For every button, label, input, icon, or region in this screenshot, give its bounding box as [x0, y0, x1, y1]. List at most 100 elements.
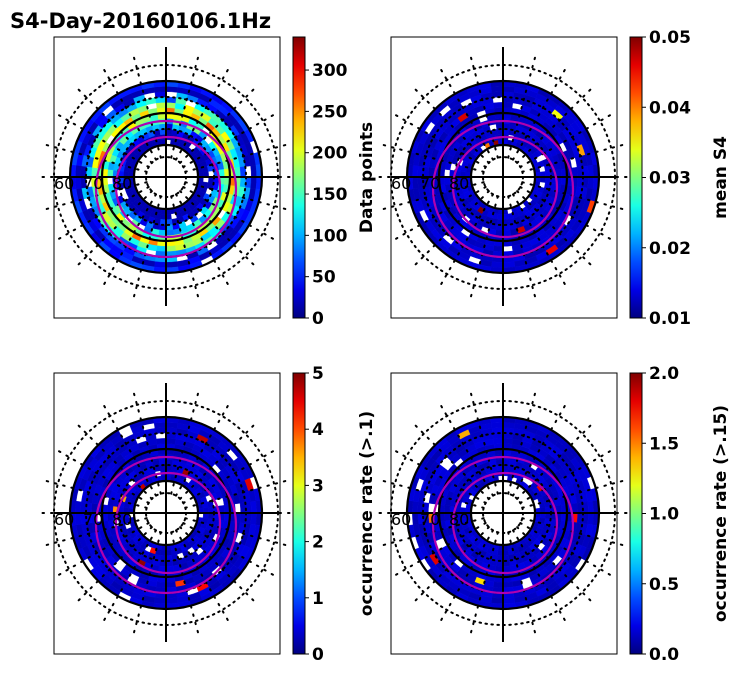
colorbar-tick-label: 0.05	[649, 28, 691, 48]
heatmap-cell	[490, 86, 504, 93]
heatmap-cell	[495, 565, 504, 572]
heatmap-cell	[412, 164, 419, 178]
heatmap-cell	[158, 565, 167, 572]
colorbar-tick-label: 2.0	[649, 364, 679, 384]
heatmap-cell	[502, 261, 516, 268]
colorbar-tick-label: 0.0	[649, 645, 679, 665]
heatmap-cell	[502, 86, 516, 93]
latitude-label: 60	[391, 174, 411, 193]
heatmap-cell	[502, 565, 511, 572]
colorbar-tick-label: 0.01	[649, 309, 691, 329]
figure-title: S4-Day-20160106.1Hz	[10, 9, 271, 33]
colorbar-label: mean S4	[711, 136, 731, 219]
heatmap-cell	[587, 164, 594, 178]
colorbar-tick-label: 4	[312, 420, 324, 440]
dotted-meridian	[437, 399, 494, 497]
dotted-meridian	[73, 84, 153, 164]
panel-occurrence-rate-015: 60 70 80 0.0 0.5 1.0 1.5 2.0 occurrence rate (>.…	[372, 364, 731, 665]
dotted-meridian	[131, 50, 162, 159]
heatmap-cell	[493, 438, 504, 445]
colorbar-tick-label: 5	[312, 364, 324, 384]
dotted-meridian	[512, 399, 569, 497]
colorbar-tick-label: 1.0	[649, 505, 679, 525]
dotted-meridian	[39, 181, 148, 212]
latitude-label: 60	[54, 174, 74, 193]
dotted-meridian	[52, 186, 150, 243]
dotted-meridian	[184, 142, 293, 173]
colorbar-tick-label: 1	[312, 589, 324, 609]
dotted-meridian	[512, 529, 569, 627]
dotted-meridian	[437, 193, 494, 291]
dotted-meridian	[182, 186, 280, 243]
dotted-meridian	[516, 190, 596, 270]
dotted-meridian	[507, 50, 538, 159]
dotted-meridian	[182, 111, 280, 168]
heatmap-cell	[587, 176, 594, 190]
dotted-meridian	[507, 386, 538, 495]
auroral-oval-outer	[94, 455, 238, 595]
heatmap-cell	[502, 597, 516, 604]
dotted-meridian	[521, 142, 630, 173]
colorbar-tick-label: 0	[312, 645, 324, 665]
heatmap-cell	[502, 229, 511, 236]
colorbar-tick-label: 250	[312, 102, 348, 122]
dotted-meridian	[521, 517, 630, 548]
heatmap-cell	[493, 245, 504, 252]
heatmap-cell	[156, 245, 167, 252]
heatmap-cell	[153, 597, 167, 604]
latitude-label: 70	[83, 510, 103, 529]
heatmap-cell	[250, 164, 257, 178]
heatmap-cell	[165, 422, 179, 429]
heatmap-cell	[165, 245, 176, 252]
dotted-meridian	[507, 531, 538, 640]
dotted-meridian	[100, 399, 157, 497]
dotted-meridian	[437, 63, 494, 161]
dotted-meridian	[519, 522, 617, 579]
heatmap-cell	[158, 229, 167, 236]
auroral-oval-inner	[451, 135, 559, 239]
latitude-label: 70	[420, 174, 440, 193]
dotted-meridian	[376, 142, 485, 173]
colorbar	[292, 36, 306, 319]
dotted-meridian	[179, 190, 259, 270]
heatmap-cell	[165, 261, 179, 268]
auroral-oval-outer	[431, 455, 575, 595]
panel-data-points: 60 70 80 0 50 100 150 200 250 300 Data points	[35, 36, 377, 329]
dotted-meridian	[179, 526, 259, 606]
heatmap-cell	[153, 422, 167, 429]
dotted-meridian	[516, 420, 596, 500]
heatmap-cell	[165, 581, 176, 588]
dotted-meridian	[179, 420, 259, 500]
dotted-meridian	[468, 50, 499, 159]
colorbar-label: occurrence rate (>.15)	[711, 405, 731, 622]
dotted-meridian	[519, 111, 617, 168]
heatmap-cell	[495, 229, 504, 236]
heatmap-cell	[502, 422, 516, 429]
auroral-oval-inner	[114, 471, 222, 575]
dotted-meridian	[131, 386, 162, 495]
colorbar-tick-label: 0.5	[649, 575, 679, 595]
heatmap-cell	[250, 176, 257, 190]
heatmap-cell	[156, 102, 167, 109]
heatmap-cell	[587, 500, 594, 514]
colorbar-tick-label: 0.02	[649, 239, 691, 259]
dotted-meridian	[52, 522, 150, 579]
dotted-meridian	[39, 142, 148, 173]
auroral-oval-outer	[94, 119, 238, 259]
heatmap-cell	[502, 581, 513, 588]
colorbar-tick-label: 2	[312, 533, 324, 553]
latitude-label: 80	[112, 174, 132, 193]
colorbar-tick-label: 3	[312, 476, 324, 496]
dotted-meridian	[131, 531, 162, 640]
dotted-meridian	[468, 531, 499, 640]
dotted-meridian	[437, 529, 494, 627]
dotted-meridian	[39, 517, 148, 548]
dotted-meridian	[73, 420, 153, 500]
heatmap-cell	[412, 176, 419, 190]
latitude-label: 60	[391, 510, 411, 529]
dotted-meridian	[376, 517, 485, 548]
heatmap-cell	[153, 86, 167, 93]
dotted-meridian	[184, 181, 293, 212]
panel-mean-s4: 60 70 80 0.01 0.02 0.03 0.04 0.05 mean S4	[372, 28, 731, 329]
